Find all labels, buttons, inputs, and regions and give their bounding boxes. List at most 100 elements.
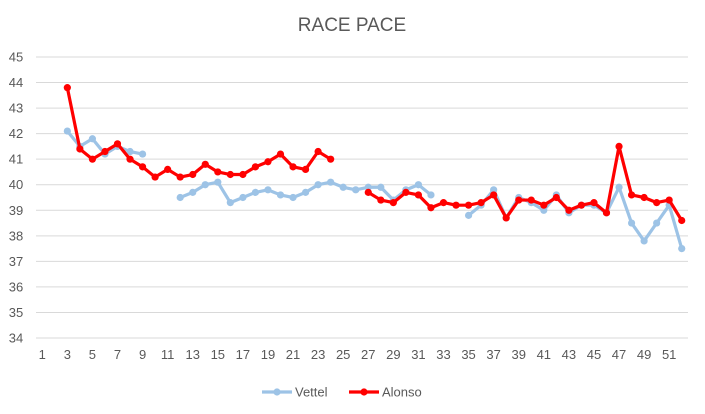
series-line <box>65 86 333 179</box>
data-point <box>427 204 435 212</box>
data-point <box>226 170 234 179</box>
data-point <box>88 155 97 163</box>
y-tick-label: 42 <box>9 126 23 141</box>
data-point <box>490 191 498 199</box>
y-tick-label: 37 <box>9 254 23 269</box>
x-tick-label: 45 <box>587 347 601 362</box>
x-axis-ticks: 1 3 5 7 9 11 13 15 17 19 21 23 25 27 29 31 33 35 37 39 41 43 4… <box>39 347 677 362</box>
x-tick-label: 41 <box>537 347 551 362</box>
x-tick-label: 19 <box>261 347 275 362</box>
data-point <box>377 183 385 191</box>
data-point <box>552 193 560 202</box>
y-tick-label: 34 <box>9 331 23 346</box>
data-point <box>251 163 260 171</box>
data-point <box>352 186 360 194</box>
y-tick-label: 41 <box>9 152 23 167</box>
data-point <box>201 160 209 168</box>
data-point <box>176 193 184 202</box>
x-tick-label: 31 <box>411 347 425 362</box>
series-line <box>466 185 684 251</box>
x-tick-label: 3 <box>64 347 71 362</box>
x-tick-label: 51 <box>662 347 676 362</box>
x-tick-label: 5 <box>89 347 96 362</box>
data-point <box>665 196 673 204</box>
data-point <box>126 147 134 156</box>
data-point <box>239 170 247 179</box>
x-tick-label: 35 <box>461 347 475 362</box>
data-point <box>590 199 598 207</box>
data-point <box>439 199 448 207</box>
x-tick-label: 11 <box>161 347 175 362</box>
x-tick-label: 37 <box>486 347 500 362</box>
data-point <box>101 147 109 156</box>
series-alonso <box>63 84 686 225</box>
data-point <box>214 168 222 176</box>
data-point <box>151 173 159 181</box>
data-point <box>226 199 234 207</box>
data-point <box>627 219 636 227</box>
y-tick-label: 39 <box>9 203 23 218</box>
data-point <box>640 237 648 245</box>
data-point <box>615 183 623 191</box>
data-point <box>577 201 586 209</box>
data-point <box>565 206 573 214</box>
x-tick-label: 33 <box>436 347 450 362</box>
data-point <box>138 163 147 171</box>
data-point <box>88 135 97 143</box>
data-point <box>327 155 335 163</box>
data-point <box>640 193 648 202</box>
x-tick-label: 7 <box>114 347 121 362</box>
data-point <box>653 219 661 227</box>
x-tick-label: 1 <box>39 347 46 362</box>
data-point <box>615 142 623 151</box>
data-point <box>414 181 423 189</box>
x-tick-label: 9 <box>139 347 146 362</box>
legend-item-alonso: Alonso <box>349 385 422 400</box>
data-point <box>678 244 686 253</box>
data-point <box>515 196 523 204</box>
data-point <box>502 214 510 222</box>
y-tick-label: 45 <box>9 50 23 65</box>
data-point <box>678 216 686 225</box>
data-point <box>289 193 297 202</box>
data-point <box>527 196 535 204</box>
data-point <box>201 181 209 189</box>
x-tick-label: 29 <box>386 347 400 362</box>
data-point <box>377 196 385 204</box>
data-point <box>314 147 322 156</box>
y-tick-label: 40 <box>9 177 23 192</box>
data-point <box>364 188 372 196</box>
data-point <box>138 150 147 158</box>
series-vettel <box>63 127 686 253</box>
data-point <box>289 163 297 171</box>
data-point <box>540 201 548 209</box>
data-point <box>490 186 498 194</box>
data-point <box>164 165 172 173</box>
legend-marker <box>273 388 281 396</box>
x-tick-label: 23 <box>311 347 325 362</box>
x-tick-label: 49 <box>637 347 651 362</box>
x-tick-label: 15 <box>211 347 225 362</box>
x-tick-label: 43 <box>562 347 576 362</box>
data-point <box>364 183 372 191</box>
y-tick-label: 36 <box>9 279 23 294</box>
legend-label: Vettel <box>295 385 328 400</box>
data-point <box>214 178 222 186</box>
data-point <box>464 211 473 219</box>
series-lines <box>63 84 686 253</box>
data-point <box>301 188 310 196</box>
legend-label: Alonso <box>382 385 422 400</box>
gridlines <box>36 56 688 339</box>
data-point <box>402 188 410 196</box>
data-point <box>627 191 636 199</box>
data-point <box>301 165 310 173</box>
data-point <box>264 158 272 166</box>
x-tick-label: 17 <box>236 347 250 362</box>
data-point <box>126 155 134 163</box>
data-point <box>176 173 184 181</box>
data-point <box>251 188 260 196</box>
data-point <box>63 127 71 135</box>
data-point <box>276 150 285 158</box>
x-tick-label: 47 <box>612 347 626 362</box>
data-point <box>653 199 661 207</box>
